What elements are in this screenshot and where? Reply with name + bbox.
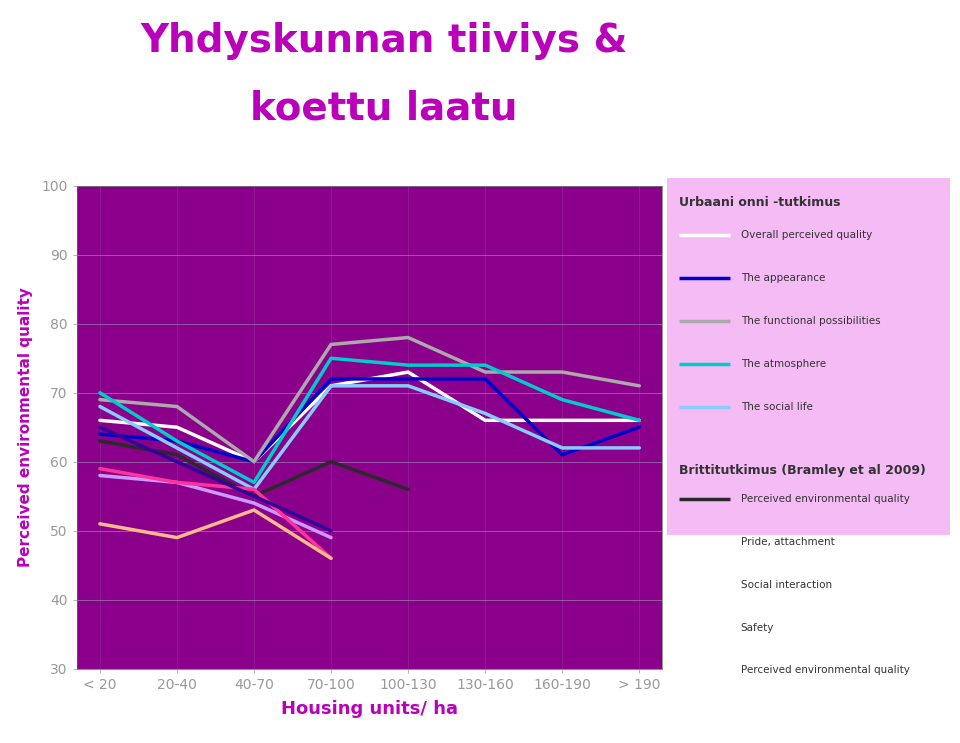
Text: Brittitutkimus (Bramley et al 2009): Brittitutkimus (Bramley et al 2009) — [679, 464, 925, 476]
Text: Safety: Safety — [741, 623, 774, 633]
Text: Yhdyskunnan tiiviys &: Yhdyskunnan tiiviys & — [140, 22, 628, 60]
Text: The atmosphere: The atmosphere — [741, 359, 826, 369]
Text: Urbaani onni -tutkimus: Urbaani onni -tutkimus — [679, 196, 840, 209]
Text: Overall perceived quality: Overall perceived quality — [741, 230, 872, 241]
Text: koettu laatu: koettu laatu — [251, 89, 517, 127]
Text: Pride, attachment: Pride, attachment — [741, 537, 834, 547]
Text: Perceived environmental quality: Perceived environmental quality — [741, 666, 910, 675]
Text: Perceived environmental quality: Perceived environmental quality — [741, 494, 910, 504]
Text: The functional possibilities: The functional possibilities — [741, 316, 880, 326]
X-axis label: Housing units/ ha: Housing units/ ha — [281, 700, 458, 718]
Y-axis label: Perceived environmental quality: Perceived environmental quality — [18, 288, 33, 567]
Text: The social life: The social life — [741, 401, 813, 412]
Text: The appearance: The appearance — [741, 273, 826, 283]
Text: Social interaction: Social interaction — [741, 580, 832, 590]
